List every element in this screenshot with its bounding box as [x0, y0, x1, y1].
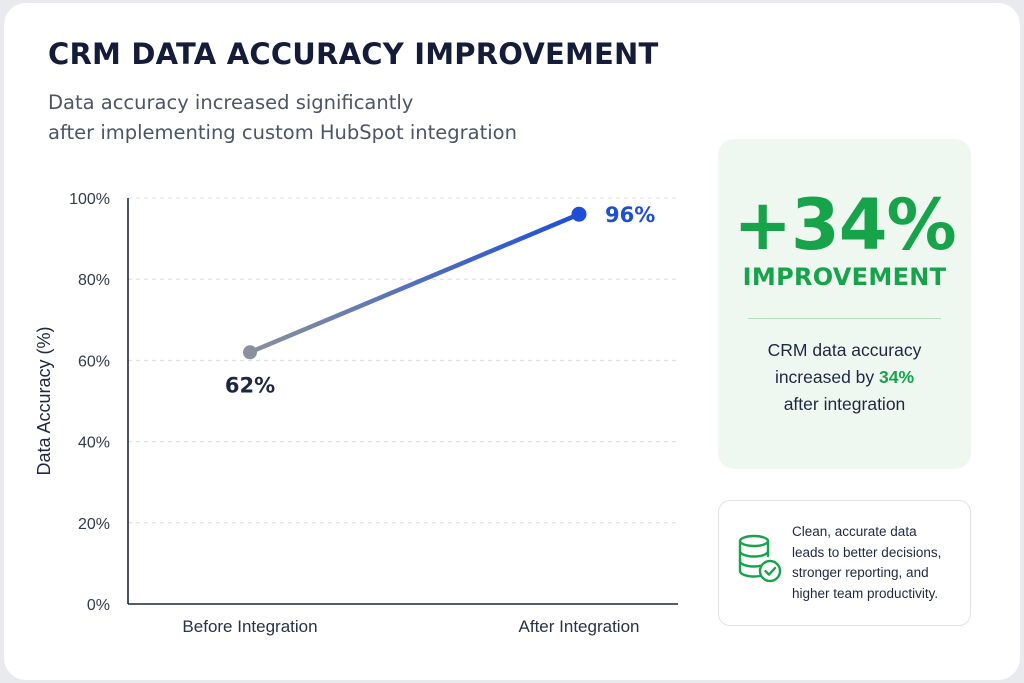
improvement-desc-line-2: increased by 34%	[718, 364, 971, 391]
chart-series	[243, 206, 587, 360]
data-label-before: 62%	[225, 373, 275, 397]
note-line-4: higher team productivity.	[792, 585, 939, 601]
data-point-after	[571, 206, 587, 222]
insight-note-card: Clean, accurate data leads to better dec…	[718, 500, 971, 626]
improvement-description: CRM data accuracy increased by 34% after…	[718, 337, 971, 418]
y-tick-label-60: 60%	[78, 353, 110, 370]
subtitle-line-2: after implementing custom HubSpot integr…	[48, 121, 517, 144]
improvement-desc-line-3: after integration	[783, 394, 906, 414]
y-tick-label-0: 0%	[87, 597, 110, 614]
x-category-label-0: Before Integration	[182, 617, 317, 636]
note-line-1: Clean, accurate data	[792, 524, 917, 539]
chart-y-ticks: 0% 20% 40% 60% 80% 100%	[69, 191, 110, 614]
chart-data-labels: 62% 96%	[225, 203, 655, 397]
improvement-label: IMPROVEMENT	[742, 263, 947, 291]
x-category-label-1: After Integration	[519, 617, 640, 636]
improvement-card: +34% IMPROVEMENT CRM data accuracy incre…	[718, 139, 971, 469]
improvement-desc-prefix: increased by	[774, 367, 880, 387]
improvement-value: +34%	[733, 184, 956, 266]
database-check-icon	[738, 534, 782, 583]
chart-gridlines	[128, 197, 678, 524]
note-line-2: leads to better decisions,	[792, 544, 942, 560]
y-tick-label-100: 100%	[69, 191, 110, 208]
data-label-after: 96%	[605, 203, 655, 227]
y-tick-label-40: 40%	[78, 435, 110, 452]
page-title: CRM DATA ACCURACY IMPROVEMENT	[48, 37, 659, 71]
infographic-card: CRM DATA ACCURACY IMPROVEMENT Data accur…	[4, 3, 1020, 680]
subtitle-line-1: Data accuracy increased significantly	[48, 91, 414, 114]
y-axis-label: Data Accuracy (%)	[34, 326, 54, 475]
chart-axes: Data Accuracy (%)	[34, 198, 678, 605]
improvement-divider	[748, 318, 941, 319]
improvement-desc-line-1: CRM data accuracy	[767, 340, 922, 360]
y-tick-label-20: 20%	[78, 516, 110, 533]
y-tick-label-80: 80%	[78, 272, 110, 289]
note-line-3: stronger reporting, and	[792, 565, 929, 580]
improvement-desc-highlight: 34%	[879, 367, 915, 387]
series-line	[247, 211, 582, 355]
insight-note-text: Clean, accurate data leads to better dec…	[792, 522, 941, 604]
data-point-before	[243, 345, 257, 360]
page-subtitle: Data accuracy increased significantly af…	[48, 88, 648, 148]
chart-x-categories: Before Integration After Integration	[182, 617, 639, 636]
